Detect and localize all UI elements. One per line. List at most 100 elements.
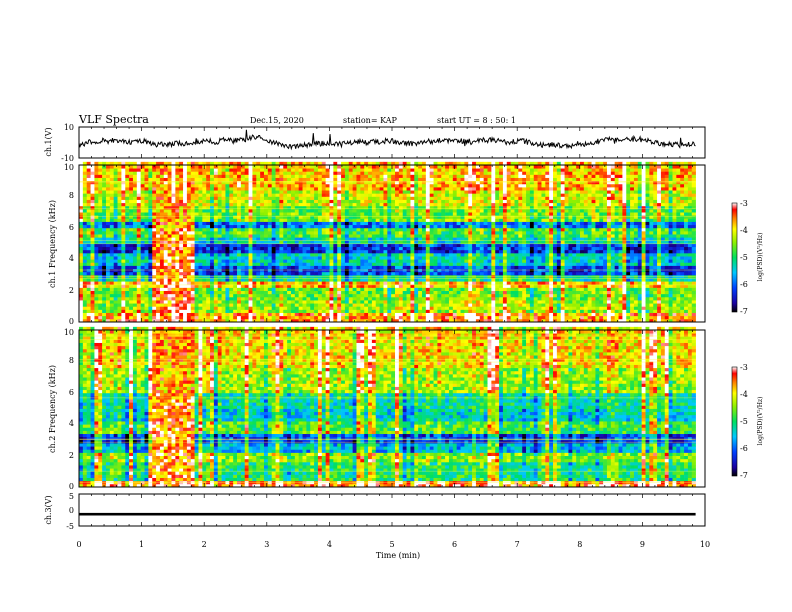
spectrogram-cell	[661, 281, 665, 285]
spectrogram-cell	[283, 287, 287, 291]
spectrogram-cell	[260, 294, 264, 298]
spectrogram-cell	[615, 313, 619, 317]
spectrogram-cell	[345, 269, 349, 273]
spectrogram-cell	[615, 272, 619, 276]
spectrogram-cell	[445, 287, 449, 291]
spectrogram-cell	[164, 281, 168, 285]
spectrogram-cell	[314, 265, 318, 269]
spectrogram-cell	[553, 291, 557, 295]
spectrogram-cell	[229, 287, 233, 291]
spectrogram-cell	[565, 287, 569, 291]
spectrogram-cell	[129, 297, 133, 301]
spectrogram-cell	[545, 313, 549, 317]
spectrogram-cell	[345, 281, 349, 285]
spectrogram-cell	[222, 309, 226, 313]
spectrogram-cell	[241, 287, 245, 291]
spectrogram-cell	[83, 291, 87, 295]
spectrogram-cell	[561, 300, 565, 304]
spectrogram-cell	[630, 300, 634, 304]
spectrogram-cell	[175, 297, 179, 301]
spectrogram-cell	[387, 269, 391, 273]
spectrogram-cell	[272, 303, 276, 307]
spectrogram-cell	[291, 281, 295, 285]
spectrogram-cell	[672, 300, 676, 304]
spectrogram-cell	[79, 265, 83, 269]
spectrogram-cell	[426, 269, 430, 273]
spectrogram-cell	[491, 309, 495, 313]
ch1-ytick-top: 10	[64, 123, 74, 132]
spectrogram-cell	[580, 313, 584, 317]
spectrogram-cell	[649, 313, 653, 317]
spectrogram-cell	[206, 291, 210, 295]
spectrogram-cell	[495, 313, 499, 317]
spectrogram-cell	[607, 300, 611, 304]
spectrogram-cell	[387, 303, 391, 307]
spectrogram-cell	[653, 281, 657, 285]
spectrogram-cell	[476, 300, 480, 304]
spectrogram-cell	[588, 272, 592, 276]
spectrogram-cell	[680, 313, 684, 317]
spectrogram-cell	[214, 265, 218, 269]
spectrogram-cell	[661, 287, 665, 291]
spectrogram-cell	[538, 313, 542, 317]
spectrogram-cell	[676, 297, 680, 301]
spectrogram-cell	[541, 316, 545, 320]
spectrogram-cell	[233, 281, 237, 285]
spectrogram-cell	[330, 313, 334, 317]
spectrogram-cell	[125, 300, 129, 304]
spectrogram-cell	[160, 300, 164, 304]
spectrogram-cell	[538, 306, 542, 310]
spectrogram-cell	[514, 272, 518, 276]
spectrogram-cell	[503, 297, 507, 301]
spectrogram-cell	[141, 297, 145, 301]
spectrogram-cell	[318, 281, 322, 285]
spectrogram-cell	[145, 309, 149, 313]
spectrogram-cell	[168, 281, 172, 285]
spectrogram-cell	[653, 297, 657, 301]
spectrogram-cell	[534, 303, 538, 307]
spectrogram-cell	[676, 309, 680, 313]
spectrogram-cell	[553, 313, 557, 317]
spectrogram-cell	[364, 297, 368, 301]
spectrogram-cell	[457, 287, 461, 291]
spectrogram-cell	[626, 272, 630, 276]
spectrogram-cell	[322, 306, 326, 310]
spectrogram-cell	[638, 269, 642, 273]
spectrogram-cell	[241, 300, 245, 304]
spectrogram-cell	[630, 291, 634, 295]
spectrogram-cell	[148, 313, 152, 317]
spectrogram-cell	[395, 297, 399, 301]
spectrogram-cell	[268, 300, 272, 304]
spectrogram-cell	[669, 281, 673, 285]
spectrogram-cell	[480, 269, 484, 273]
spectrogram-cell	[468, 306, 472, 310]
spectrogram-cell	[491, 287, 495, 291]
spectrogram-cell	[622, 300, 626, 304]
spectrogram-cell	[445, 316, 449, 320]
spectrogram-cell	[649, 316, 653, 320]
spectrogram-cell	[333, 281, 337, 285]
spectrogram-cell	[692, 300, 696, 304]
spectrogram-cell	[260, 297, 264, 301]
spectrogram-cell	[653, 294, 657, 298]
spectrogram-cell	[303, 287, 307, 291]
spectrogram-cell	[364, 281, 368, 285]
spectrogram-cell	[241, 265, 245, 269]
spectrogram-cell	[252, 291, 256, 295]
spectrogram-cell	[152, 297, 156, 301]
spectrogram-cell	[672, 303, 676, 307]
spectrogram-cell	[276, 309, 280, 313]
spectrogram-cell	[148, 281, 152, 285]
spectrogram-cell	[507, 269, 511, 273]
spectrogram-cell	[341, 306, 345, 310]
spectrogram-cell	[171, 309, 175, 313]
spectrogram-cell	[472, 287, 476, 291]
spectrogram-cell	[237, 294, 241, 298]
spectrogram-cell	[245, 309, 249, 313]
spectrogram-cell	[133, 281, 137, 285]
spectrogram-cell	[114, 265, 118, 269]
spectrogram-cell	[326, 306, 330, 310]
spectrogram-cell	[399, 303, 403, 307]
spectrogram-cell	[395, 316, 399, 320]
spectrogram-cell	[345, 306, 349, 310]
